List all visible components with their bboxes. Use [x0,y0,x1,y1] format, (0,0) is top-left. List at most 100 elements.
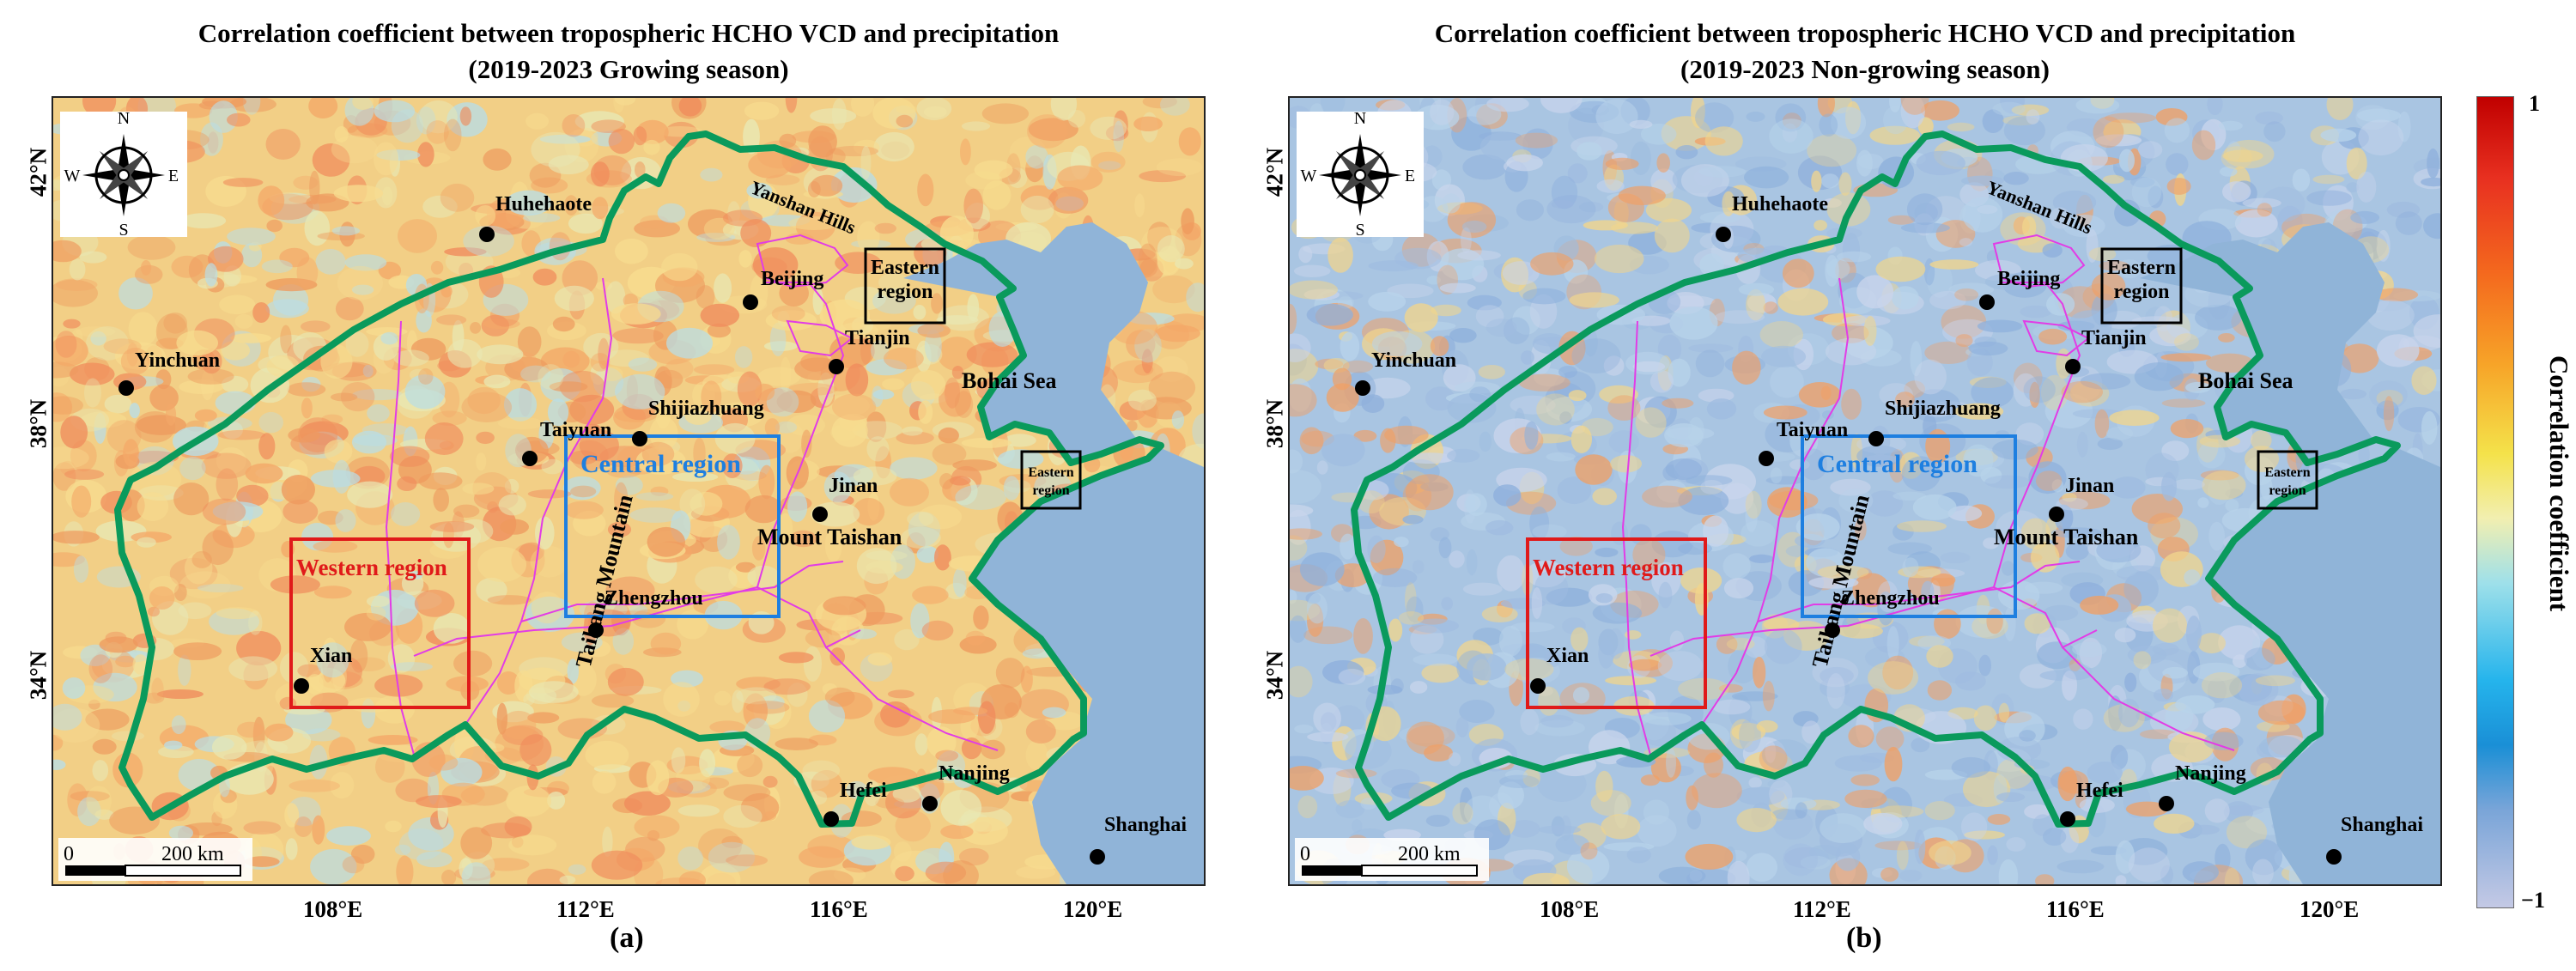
map-panel-b: Central region Western region Eastern regio… [1288,96,2442,886]
texture-patch [562,350,580,368]
texture-patch [895,865,914,882]
texture-patch [696,285,715,309]
texture-patch [2234,209,2278,238]
texture-patch [845,363,869,397]
texture-patch [875,797,905,809]
texture-patch [1605,157,1639,170]
texture-patch [118,277,153,310]
texture-patch [286,382,326,397]
texture-patch [1912,494,1957,520]
texture-patch [88,654,113,683]
texture-patch [2043,604,2079,621]
texture-patch [606,465,641,478]
city-label: Taiyuan [540,419,611,441]
texture-patch [1762,680,1775,712]
texture-patch [1977,319,2023,333]
texture-patch [1578,201,1604,213]
texture-patch [424,422,464,455]
texture-patch [179,571,231,599]
texture-patch [476,452,487,471]
texture-patch [2376,229,2391,262]
texture-patch [149,586,175,610]
texture-patch [2161,471,2177,501]
city-marker [1716,227,1731,242]
texture-patch [1695,102,1735,133]
texture-patch [2358,119,2404,156]
texture-patch [1987,814,2011,825]
texture-patch [1290,665,1313,698]
city-label: Nanjing [2175,762,2246,785]
texture-patch [835,252,882,274]
texture-patch [1984,475,2031,489]
texture-patch [955,484,1006,510]
texture-patch [202,530,234,566]
city-label: Zhengzhou [1841,587,1940,610]
city-marker [1979,294,1995,310]
texture-patch [647,526,685,557]
texture-patch [1795,513,1840,541]
texture-patch [326,826,371,846]
texture-patch [568,864,586,875]
texture-patch [1712,699,1751,715]
texture-patch [1534,368,1565,387]
texture-patch [1869,125,1921,145]
compass-ring [1331,146,1389,204]
texture-patch [390,662,433,671]
texture-patch [1290,590,1297,604]
texture-patch [1439,282,1476,294]
texture-patch [694,364,735,375]
texture-patch [892,785,921,803]
texture-patch [1020,195,1054,224]
texture-patch [165,404,177,426]
texture-patch [1462,154,1508,180]
texture-patch [312,815,325,845]
texture-patch [1689,870,1703,882]
texture-patch [137,537,156,548]
texture-patch [1466,549,1478,576]
texture-patch [530,545,569,578]
texture-patch [2061,380,2103,404]
texture-patch [2206,353,2254,373]
texture-patch [1438,537,1452,559]
texture-patch [887,689,914,699]
texture-patch [790,530,817,548]
texture-patch [222,178,264,187]
scale-distance-label: 200 km [161,843,224,865]
texture-patch [416,795,462,809]
texture-patch [608,129,635,155]
texture-patch [1581,417,1613,437]
texture-patch [2218,333,2235,343]
texture-patch [853,498,885,526]
city-label: Hefei [840,780,887,802]
texture-patch [775,737,818,750]
texture-patch [690,491,723,516]
province-boundary [520,561,844,622]
texture-patch [2374,288,2419,302]
texture-patch [1555,834,1590,855]
texture-patch [1367,535,1386,563]
texture-patch [296,257,319,288]
texture-patch [194,409,217,422]
texture-patch [1515,132,1558,149]
texture-patch [2051,479,2064,493]
texture-patch [1798,382,1841,408]
texture-patch [1171,410,1185,429]
texture-patch [1467,653,1507,681]
texture-patch [266,219,283,233]
texture-patch [2093,116,2124,149]
texture-patch [2191,130,2216,161]
texture-patch [1746,853,1777,882]
texture-patch [1992,101,2026,116]
texture-patch [977,701,996,734]
texture-patch [592,197,609,220]
texture-patch [952,459,997,471]
texture-patch [179,457,206,481]
texture-patch [1848,725,1874,748]
texture-patch [53,531,100,544]
texture-patch [1332,705,1365,734]
texture-patch [227,228,276,246]
texture-patch [1407,725,1455,748]
texture-patch [312,143,350,177]
texture-patch [374,177,398,209]
texture-patch [1157,235,1185,263]
